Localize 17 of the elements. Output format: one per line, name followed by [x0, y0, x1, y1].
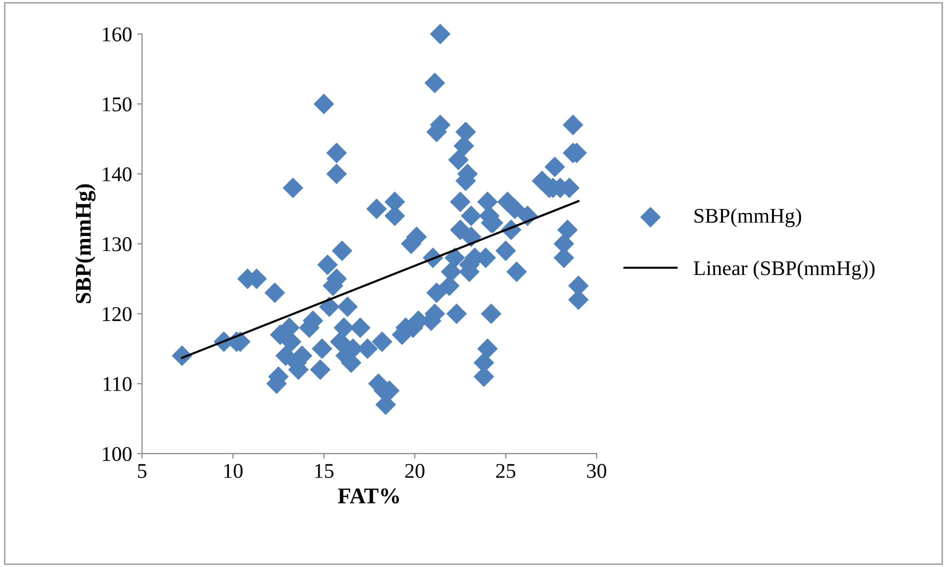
y-axis-title: SBP(mmHg) [75, 184, 96, 304]
x-tick-label: 10 [224, 464, 243, 478]
y-tick-label: 120 [102, 307, 132, 322]
y-tick-label: 130 [102, 237, 132, 252]
x-axis-title: FAT% [338, 488, 399, 504]
x-tick-label: 5 [138, 464, 146, 478]
y-tick-label: 140 [102, 167, 132, 182]
x-tick-label: 20 [405, 464, 424, 478]
y-tick-label: 110 [104, 377, 132, 392]
y-tick-label: 160 [102, 27, 132, 42]
x-tick-label: 30 [587, 464, 606, 478]
legend-label: Linear (SBP(mmHg)) [694, 260, 875, 280]
x-tick-label: 25 [496, 464, 516, 478]
y-tick-label: 150 [102, 97, 132, 112]
legend-label: SBP(mmHg) [694, 208, 802, 228]
x-tick-label: 15 [315, 464, 334, 478]
y-tick-label: 100 [102, 446, 132, 462]
